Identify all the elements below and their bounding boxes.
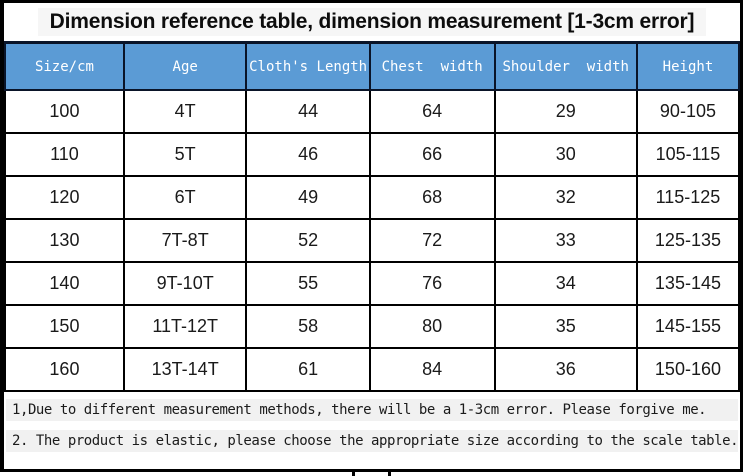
cell-cloth-length: 52 [245,218,371,263]
note-line-2: 2. The product is elastic, please choose… [6,430,738,452]
cell-shoulder-width: 34 [493,261,638,306]
cell-size: 130 [4,218,125,263]
cell-height: 105-115 [635,132,741,177]
cell-size: 110 [4,132,125,177]
cell-chest-width: 72 [368,218,496,263]
header-cell-cloth-length: Cloth's Length [245,44,371,91]
table-row: 160 13T-14T 61 84 36 150-160 [4,347,741,392]
cell-age: 4T [122,89,248,134]
remnant-gridline [388,472,391,476]
cell-size: 150 [4,304,125,349]
cell-chest-width: 68 [368,175,496,220]
cell-height: 115-125 [635,175,741,220]
cell-age: 5T [122,132,248,177]
cell-size: 120 [4,175,125,220]
cell-age: 9T-10T [122,261,248,306]
cropped-row-remnant [0,472,743,476]
header-cell-age: Age [122,44,248,91]
cell-cloth-length: 61 [245,347,371,392]
page-title: Dimension reference table, dimension mea… [37,8,707,36]
cell-height: 125-135 [635,218,741,263]
cell-shoulder-width: 30 [493,132,638,177]
cell-chest-width: 84 [368,347,496,392]
header-cell-height: Height [635,44,741,91]
cell-age: 11T-12T [122,304,248,349]
cell-age: 7T-8T [122,218,248,263]
cell-height: 135-145 [635,261,741,306]
cell-size: 140 [4,261,125,306]
cell-cloth-length: 55 [245,261,371,306]
cell-chest-width: 76 [368,261,496,306]
cell-cloth-length: 49 [245,175,371,220]
size-table: Size/cm Age Cloth's Length Chest width S… [4,44,741,392]
cell-chest-width: 64 [368,89,496,134]
cell-height: 90-105 [635,89,741,134]
cell-cloth-length: 58 [245,304,371,349]
cell-shoulder-width: 29 [493,89,638,134]
table-row: 120 6T 49 68 32 115-125 [4,175,741,220]
cell-height: 145-155 [635,304,741,349]
cell-size: 100 [4,89,125,134]
cell-age: 6T [122,175,248,220]
cell-shoulder-width: 35 [493,304,638,349]
table-row: 140 9T-10T 55 76 34 135-145 [4,261,741,306]
notes-section: 1,Due to different measurement methods, … [4,392,740,452]
cell-cloth-length: 44 [245,89,371,134]
cell-size: 160 [4,347,125,392]
cell-shoulder-width: 33 [493,218,638,263]
cell-chest-width: 80 [368,304,496,349]
table-row: 110 5T 46 66 30 105-115 [4,132,741,177]
header-cell-size: Size/cm [4,44,125,91]
header-row: Size/cm Age Cloth's Length Chest width S… [4,44,741,91]
header-cell-shoulder-width: Shoulder width [493,44,638,91]
table-row: 150 11T-12T 58 80 35 145-155 [4,304,741,349]
table-row: 100 4T 44 64 29 90-105 [4,89,741,134]
remnant-gridline [352,472,355,476]
cell-height: 150-160 [635,347,741,392]
table-row: 130 7T-8T 52 72 33 125-135 [4,218,741,263]
cell-age: 13T-14T [122,347,248,392]
title-bar: Dimension reference table, dimension mea… [4,3,740,44]
cell-cloth-length: 46 [245,132,371,177]
note-line-1: 1,Due to different measurement methods, … [6,399,738,421]
cell-shoulder-width: 36 [493,347,638,392]
cell-shoulder-width: 32 [493,175,638,220]
header-cell-chest-width: Chest width [368,44,496,91]
cell-chest-width: 66 [368,132,496,177]
